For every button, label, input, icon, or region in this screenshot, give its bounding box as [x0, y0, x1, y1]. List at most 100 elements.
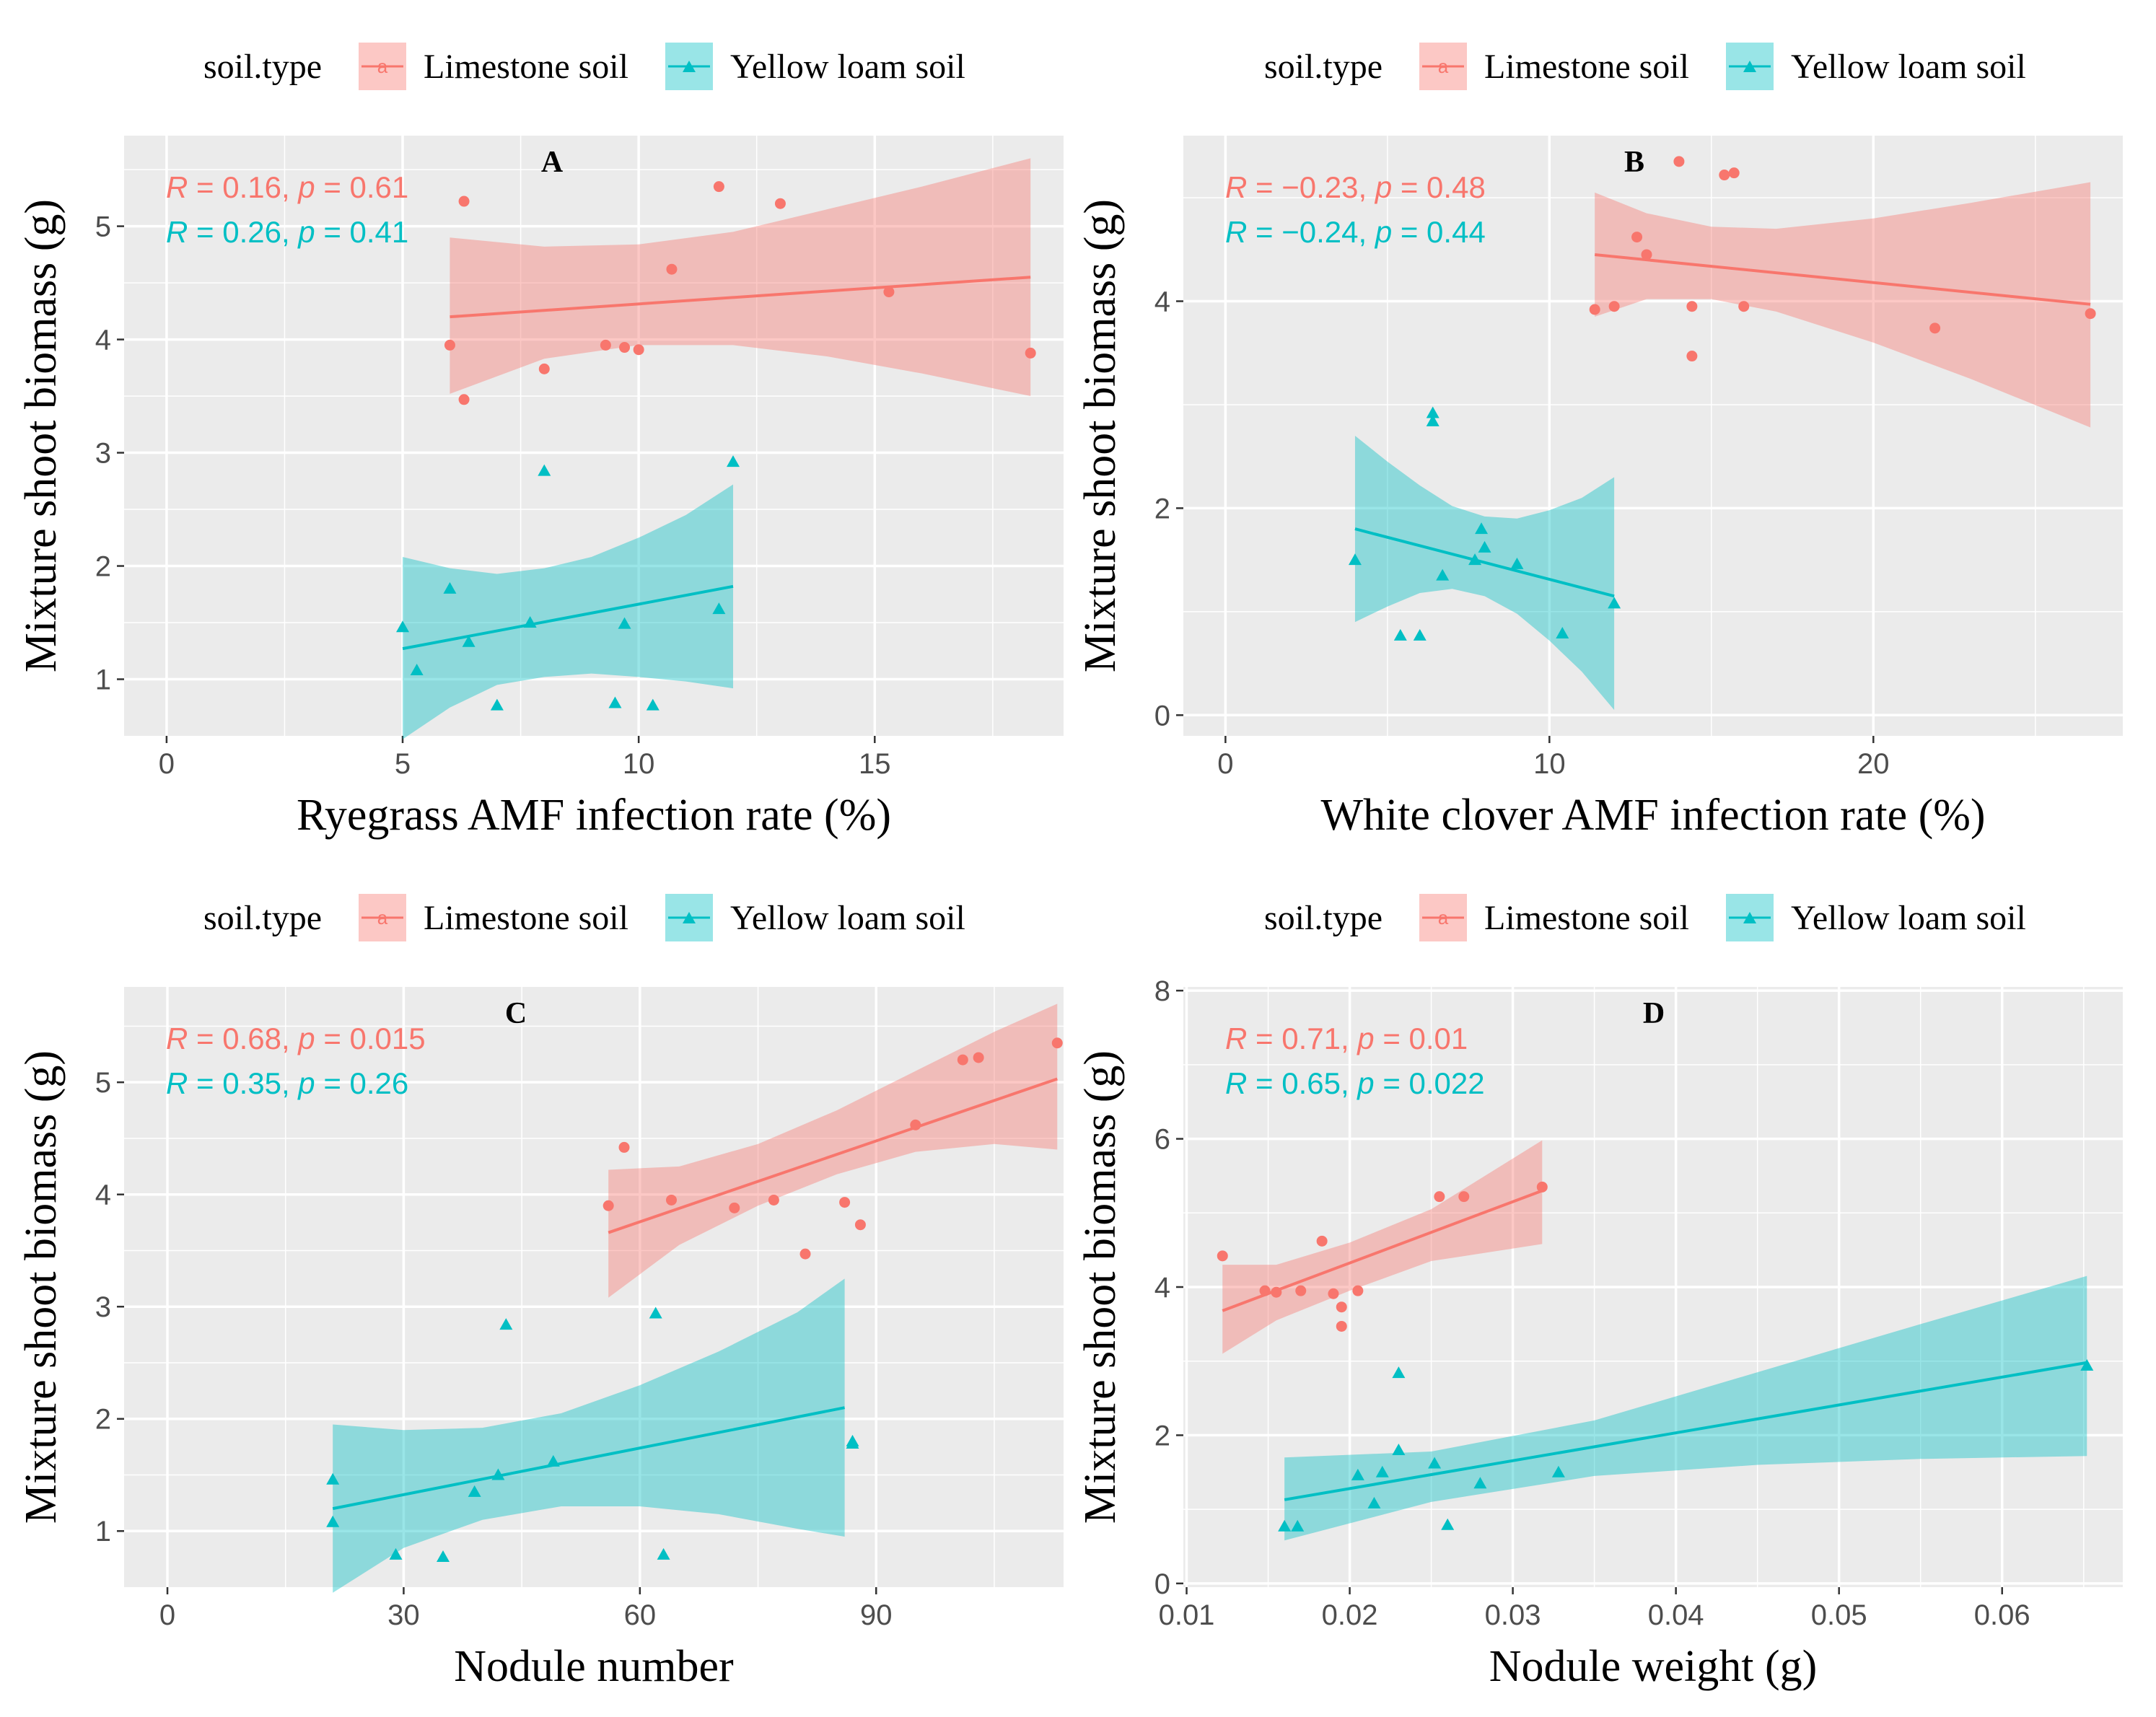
legend-title: soil.type	[1264, 899, 1382, 937]
y-tick-label: 3	[95, 1291, 111, 1323]
stat-r-symbol: R	[166, 1022, 188, 1055]
legend-key-glyph: a	[377, 56, 388, 77]
data-point-circle	[1536, 1181, 1548, 1193]
stat-p-value: = 0.61	[315, 170, 409, 204]
y-tick-label: 8	[1154, 975, 1170, 1007]
legend-label: Limestone soil	[1484, 48, 1689, 86]
confidence-band	[333, 1278, 845, 1593]
data-point-triangle	[410, 663, 424, 675]
x-axis-title: White clover AMF infection rate (%)	[1320, 791, 1985, 840]
data-point-circle	[1271, 1286, 1282, 1298]
y-tick-label: 0	[1154, 1568, 1170, 1600]
x-tick-label: 0.05	[1811, 1599, 1867, 1631]
plot-background	[124, 136, 1064, 736]
data-point-circle	[1673, 156, 1685, 167]
data-point-triangle	[618, 617, 631, 629]
data-point-triangle	[462, 635, 476, 647]
stat-p-symbol: p	[297, 170, 315, 204]
legend-label: Yellow loam soil	[730, 48, 965, 86]
data-point-triangle	[1510, 557, 1524, 569]
y-tick-label: 3	[95, 438, 111, 470]
data-point-circle	[713, 181, 724, 193]
legend-key-glyph: a	[1438, 56, 1449, 77]
data-point-triangle	[1556, 626, 1569, 638]
data-point-circle	[618, 1141, 630, 1153]
data-point-circle	[854, 1219, 866, 1231]
series-yellow-loam	[396, 455, 740, 739]
data-point-circle	[883, 286, 895, 298]
data-point-triangle	[1426, 406, 1439, 418]
stat-r-symbol: R	[166, 1066, 188, 1100]
data-point-circle	[665, 1194, 677, 1206]
stat-p-value: = 0.41	[315, 215, 409, 249]
legend-key-yellow-loam	[1726, 894, 1774, 941]
y-tick-label: 4	[1154, 1272, 1170, 1304]
legend-key-limestone: a	[359, 894, 406, 941]
data-point-circle	[458, 394, 470, 405]
plot-background	[124, 987, 1064, 1587]
data-point-triangle	[326, 1472, 340, 1485]
data-point-circle	[1589, 304, 1600, 315]
x-tick-label: 0	[1217, 748, 1233, 780]
x-axis-title: Nodule number	[454, 1642, 734, 1691]
series-yellow-loam	[1278, 1275, 2094, 1541]
legend: soil.type a Limestone soil Yellow loam soil	[1264, 43, 2026, 90]
y-tick-label: 2	[1154, 493, 1170, 524]
data-point-triangle	[727, 455, 740, 467]
x-axis-title: Ryegrass AMF infection rate (%)	[297, 791, 891, 840]
data-point-circle	[1686, 351, 1698, 362]
y-tick-label: 4	[1154, 286, 1170, 318]
y-tick-label: 4	[95, 325, 111, 356]
stat-annotation: R = 0.16, p = 0.61	[166, 170, 408, 204]
stat-p-symbol: p	[1374, 215, 1392, 249]
data-point-triangle	[396, 620, 410, 633]
y-tick-label: 2	[95, 1404, 111, 1436]
legend: soil.type a Limestone soil Yellow loam soil	[1264, 894, 2026, 941]
data-point-circle	[910, 1119, 921, 1130]
y-tick-label: 4	[95, 1180, 111, 1211]
y-axis-title: Mixture shoot biomass (g)	[1076, 199, 1125, 672]
x-axis-title: Nodule weight (g)	[1489, 1642, 1818, 1691]
data-point-circle	[1719, 170, 1730, 181]
panel-letter: B	[1624, 146, 1644, 179]
stat-r-symbol: R	[1225, 1066, 1247, 1100]
data-point-circle	[1025, 347, 1036, 359]
data-point-triangle	[491, 1468, 505, 1480]
legend-label: Limestone soil	[1484, 899, 1689, 937]
legend-key-triangle	[683, 912, 696, 923]
data-point-circle	[1434, 1191, 1445, 1203]
stat-annotation: R = 0.65, p = 0.022	[1225, 1066, 1485, 1100]
legend: soil.type a Limestone soil Yellow loam soil	[203, 43, 965, 90]
x-tick-label: 15	[859, 748, 891, 780]
legend-label: Limestone soil	[424, 48, 628, 86]
data-point-circle	[1051, 1037, 1063, 1049]
data-point-triangle	[649, 1307, 662, 1319]
data-point-triangle	[499, 1318, 513, 1330]
data-point-triangle	[1392, 1366, 1406, 1379]
confidence-band	[1284, 1275, 2087, 1541]
panel-letter: C	[505, 997, 527, 1030]
panel-a: 0 5 10 15 1 2 3 4 5 A R = 0.16, p = 0.61 R = 0.26, …	[17, 136, 1064, 840]
plot-background	[1183, 136, 2123, 736]
stat-r-value: = −0.24,	[1247, 215, 1375, 249]
data-point-circle	[768, 1194, 779, 1206]
data-point-triangle	[2080, 1358, 2094, 1371]
data-point-triangle	[1426, 414, 1439, 426]
legend-key-triangle	[1743, 912, 1756, 923]
legend-key-limestone: a	[359, 43, 406, 90]
data-point-circle	[1728, 167, 1740, 179]
data-point-circle	[1316, 1235, 1328, 1247]
data-point-triangle	[490, 698, 504, 711]
data-point-triangle	[657, 1547, 670, 1560]
data-point-circle	[1686, 301, 1698, 312]
data-point-triangle	[1278, 1519, 1292, 1532]
data-point-triangle	[1375, 1465, 1389, 1477]
y-axis-title: Mixture shoot biomass (g)	[17, 199, 66, 672]
x-tick-label: 0	[159, 748, 175, 780]
data-point-triangle	[1436, 568, 1450, 581]
legend-label: Limestone soil	[424, 899, 628, 937]
data-point-triangle	[1478, 540, 1491, 553]
regression-line	[332, 1406, 845, 1511]
data-point-circle	[619, 342, 631, 354]
